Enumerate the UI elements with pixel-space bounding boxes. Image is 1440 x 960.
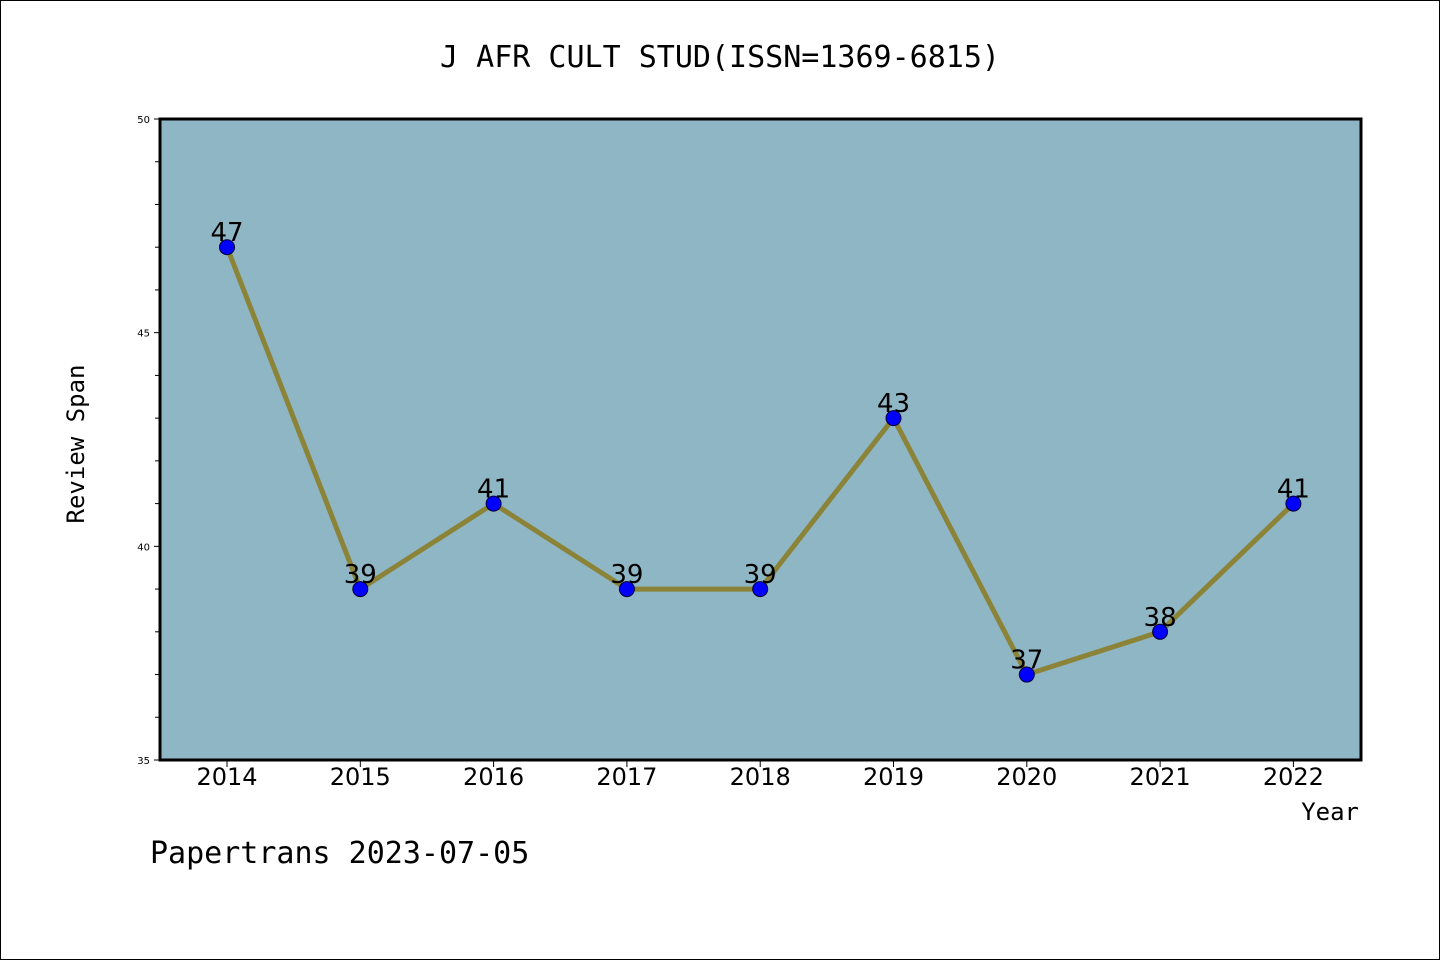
data-point bbox=[219, 239, 235, 256]
footer-text: Papertrans 2023-07-05 bbox=[150, 836, 529, 871]
y-axis: 35 40 45 50 bbox=[137, 115, 160, 767]
x-tick-label: 2016 bbox=[463, 763, 524, 791]
x-tick-label: 2018 bbox=[730, 763, 791, 791]
y-tick-label: 35 bbox=[137, 756, 150, 767]
x-tick-label: 2021 bbox=[1130, 763, 1191, 791]
plot-area bbox=[158, 117, 1363, 762]
data-label: 43 bbox=[877, 389, 910, 419]
x-tick-label: 2022 bbox=[1263, 763, 1324, 791]
data-label: 37 bbox=[1010, 646, 1043, 676]
chart-title: J AFR CULT STUD(ISSN=1369-6815) bbox=[440, 40, 1000, 75]
y-axis-label: Review Span bbox=[62, 365, 90, 524]
data-label: 41 bbox=[1277, 475, 1310, 505]
data-label: 47 bbox=[210, 218, 243, 248]
data-label: 39 bbox=[344, 560, 377, 590]
x-tick-label: 2020 bbox=[996, 763, 1057, 791]
data-label: 38 bbox=[1144, 603, 1177, 633]
x-tick-label: 2019 bbox=[863, 763, 924, 791]
data-point bbox=[1285, 495, 1302, 512]
x-tick-label: 2014 bbox=[196, 763, 257, 791]
data-label: 41 bbox=[477, 475, 510, 505]
y-tick-label: 40 bbox=[137, 542, 150, 553]
markers-group bbox=[219, 239, 1302, 683]
data-labels-group: 47 39 41 39 39 43 37 38 41 bbox=[210, 218, 1309, 675]
data-point bbox=[485, 495, 502, 512]
y-tick-label: 50 bbox=[137, 115, 150, 126]
data-point bbox=[618, 581, 635, 598]
y-tick-label: 45 bbox=[137, 329, 150, 340]
data-point bbox=[752, 581, 769, 598]
data-label: 39 bbox=[610, 560, 643, 590]
data-point bbox=[885, 410, 902, 427]
data-point bbox=[1018, 666, 1035, 683]
data-label: 39 bbox=[744, 560, 777, 590]
x-tick-label: 2015 bbox=[330, 763, 391, 791]
x-axis: 2014 2015 2016 2017 2018 2019 2020 2021 2022 bbox=[196, 760, 1324, 791]
x-tick-label: 2017 bbox=[596, 763, 657, 791]
data-point bbox=[352, 581, 369, 598]
data-point bbox=[1152, 623, 1169, 640]
x-axis-label: Year bbox=[1301, 798, 1359, 826]
